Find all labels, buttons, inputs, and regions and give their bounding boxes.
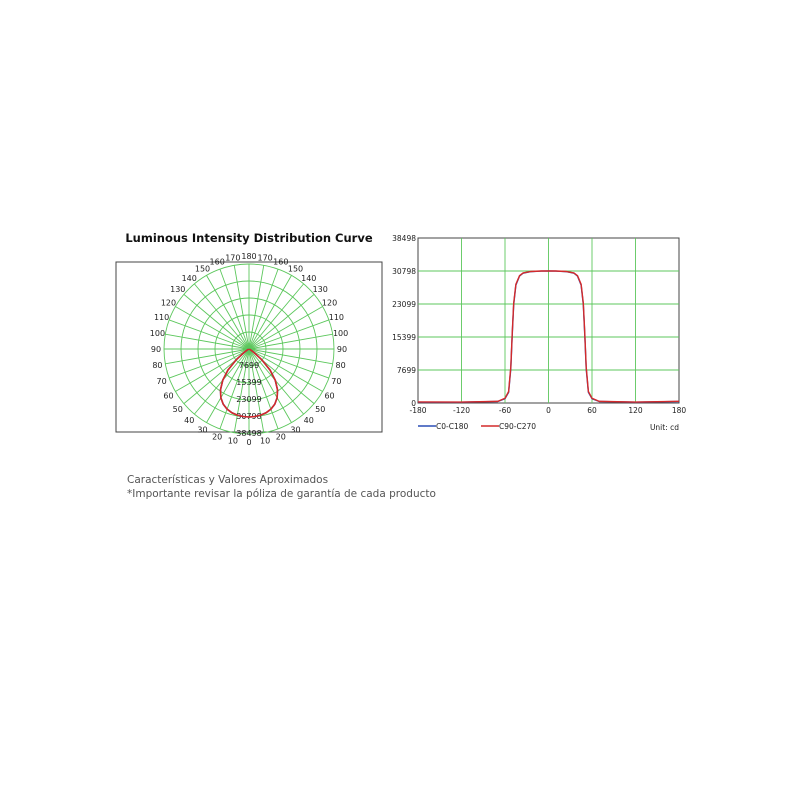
polar-spoke: [248, 294, 315, 350]
polar-angle-label: 50: [315, 405, 325, 414]
series-line: [417, 270, 680, 403]
polar-angle-label: 80: [152, 361, 162, 370]
polar-spoke: [168, 319, 250, 350]
polar-spoke: [248, 306, 323, 350]
polar-ring-label: 23099: [236, 395, 261, 404]
polar-angle-label: 120: [322, 299, 337, 308]
polar-angle-label: 110: [329, 313, 344, 322]
polar-spoke: [248, 348, 292, 423]
polar-angle-label: 170: [258, 253, 273, 262]
x-tick-label: 180: [672, 406, 687, 415]
polar-spoke: [248, 319, 330, 350]
notes: Características y Valores Aproximados *I…: [127, 473, 436, 501]
polar-curve: [219, 348, 279, 418]
x-tick-label: 120: [628, 406, 643, 415]
polar-angle-label: 90: [151, 345, 161, 354]
note-line-1: Características y Valores Aproximados: [127, 474, 329, 486]
polar-angle-label: 160: [210, 258, 225, 267]
polar-spoke: [248, 348, 333, 365]
unit-label: Unit: cd: [650, 423, 679, 432]
polar-spoke: [248, 333, 333, 350]
polar-spoke: [248, 348, 279, 430]
polar-angle-label: 160: [273, 258, 288, 267]
polar-angle-label: 60: [163, 392, 173, 401]
polar-angle-label: 130: [313, 285, 328, 294]
polar-spoke: [168, 348, 250, 379]
polar-angle-label: 80: [335, 361, 345, 370]
polar-chart-title: Luminous Intensity Distribution Curve: [125, 231, 372, 245]
polar-angle-label: 120: [161, 299, 176, 308]
polar-spoke: [175, 306, 250, 350]
x-tick-label: 60: [587, 406, 597, 415]
polar-angle-label: 180: [241, 252, 256, 261]
polar-angle-label: 20: [212, 432, 222, 441]
polar-angle-label: 40: [184, 416, 194, 425]
polar-spoke: [206, 348, 250, 423]
y-tick-label: 38498: [392, 234, 416, 243]
polar-spoke: [219, 268, 250, 350]
x-tick-label: -120: [453, 406, 470, 415]
polar-angle-label: 150: [195, 264, 210, 273]
polar-angle-label: 20: [276, 432, 286, 441]
polar-spoke: [183, 294, 250, 350]
polar-spoke: [233, 348, 250, 433]
polar-angle-label: 140: [182, 274, 197, 283]
polar-angle-label: 100: [333, 329, 348, 338]
polar-angle-label: 10: [228, 437, 238, 446]
x-tick-label: -180: [409, 406, 426, 415]
polar-angle-label: 30: [197, 426, 207, 435]
polar-spoke: [248, 268, 279, 350]
polar-spoke: [175, 348, 250, 392]
polar-ring-label: 7699: [239, 361, 259, 370]
polar-spoke: [194, 283, 250, 350]
polar-angle-label: 130: [170, 285, 185, 294]
polar-angle-label: 140: [301, 274, 316, 283]
polar-angle-label: 60: [324, 392, 334, 401]
polar-ring-label: 15399: [236, 378, 261, 387]
polar-spoke: [165, 348, 250, 365]
polar-angle-label: 0: [246, 438, 251, 447]
polar-spoke: [248, 275, 292, 350]
polar-ring-label: 38498: [236, 429, 261, 438]
y-tick-label: 23099: [392, 300, 416, 309]
polar-angle-label: 70: [157, 377, 167, 386]
polar-spoke: [248, 265, 265, 350]
polar-spoke: [219, 348, 250, 430]
y-tick-label: 30798: [392, 267, 416, 276]
polar-angle-label: 90: [337, 345, 347, 354]
polar-spoke: [248, 348, 330, 379]
polar-angle-label: 170: [225, 253, 240, 262]
polar-spoke: [248, 283, 304, 350]
line-chart: -180 -120 -60 0 60 120 180 0 7699 15399 23099 30798…: [392, 234, 686, 432]
note-line-2: *Importante revisar la póliza de garantí…: [127, 488, 436, 500]
polar-spoke: [248, 348, 323, 392]
polar-spoke: [206, 275, 250, 350]
y-tick-label: 0: [411, 399, 416, 408]
polar-angle-label: 30: [290, 426, 300, 435]
polar-angle-label: 40: [304, 416, 314, 425]
polar-chart: 0102030405060708090100110120130140150160…: [150, 252, 348, 447]
legend-label: C0-C180: [436, 422, 468, 431]
legend-label: C90-C270: [499, 422, 536, 431]
polar-angle-label: 150: [288, 264, 303, 273]
polar-spoke: [165, 333, 250, 350]
y-tick-label: 7699: [397, 366, 416, 375]
polar-angle-label: 70: [331, 377, 341, 386]
y-tick-label: 15399: [392, 333, 416, 342]
polar-spoke: [248, 348, 265, 433]
polar-angle-label: 100: [150, 329, 165, 338]
polar-spoke: [233, 265, 250, 350]
x-tick-label: -60: [499, 406, 511, 415]
polar-angle-label: 110: [154, 313, 169, 322]
x-tick-label: 0: [546, 406, 551, 415]
polar-angle-label: 10: [260, 437, 270, 446]
polar-angle-label: 50: [173, 405, 183, 414]
